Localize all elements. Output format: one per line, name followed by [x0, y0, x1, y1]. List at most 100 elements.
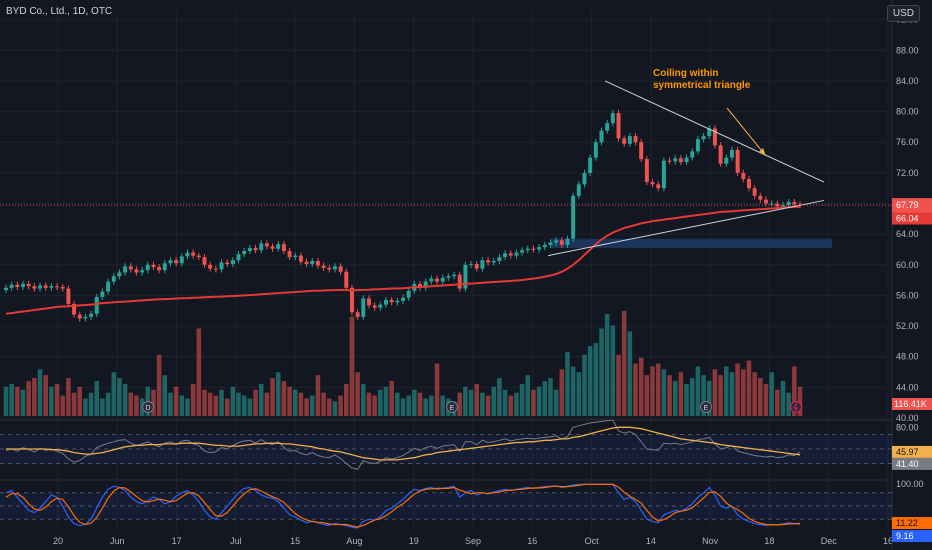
volume-bar	[678, 372, 684, 416]
candle-body	[480, 260, 485, 269]
candle-body	[179, 256, 184, 264]
candle	[729, 146, 734, 161]
candle-body	[707, 128, 712, 137]
candle-body	[684, 157, 689, 163]
volume-bar	[519, 383, 525, 416]
candle	[724, 154, 729, 167]
candle	[384, 296, 388, 308]
volume-bar	[548, 378, 553, 416]
volume-bar	[638, 357, 644, 416]
candle	[542, 241, 547, 251]
candle	[446, 273, 451, 281]
event-marker-letter: E	[704, 405, 709, 412]
volume-bar	[134, 395, 139, 416]
candle	[491, 257, 496, 266]
rsi-ma-value-tag	[892, 457, 932, 470]
rsi-ma-line	[6, 426, 801, 461]
candle	[83, 313, 88, 322]
volume-bar	[321, 392, 326, 416]
candle-body	[157, 267, 162, 271]
candle	[480, 257, 485, 272]
candle	[259, 240, 264, 254]
volume-bar	[196, 328, 202, 416]
candle-body	[650, 182, 655, 185]
volume-bar	[724, 366, 729, 416]
candle-body	[542, 244, 547, 248]
candle-body	[435, 278, 440, 282]
candle	[656, 181, 661, 192]
candle-body	[219, 262, 224, 270]
candle	[304, 258, 309, 268]
volume-bar	[202, 389, 207, 416]
volume-bar	[502, 389, 508, 416]
volume-bar	[752, 372, 757, 416]
candle-body	[230, 260, 235, 265]
candle-body	[559, 240, 564, 245]
volume-bar	[792, 366, 797, 416]
candle	[559, 237, 564, 248]
candle-body	[503, 253, 508, 258]
volume-bar	[338, 395, 343, 416]
candle-body	[746, 178, 751, 189]
candle-body	[202, 257, 207, 265]
moving-average-line	[5, 205, 801, 315]
candle	[276, 241, 281, 252]
volume-bar	[287, 386, 292, 416]
rsi-axis-label: 80.00	[896, 422, 919, 432]
candle-body	[72, 303, 77, 315]
volume-bar	[412, 389, 417, 416]
volume-bar	[185, 398, 190, 416]
annotation-arrowhead	[759, 148, 766, 156]
candle	[429, 275, 434, 285]
price-axis-label: 76.00	[896, 137, 919, 147]
volume-bar	[746, 360, 752, 416]
rsi-band	[0, 434, 892, 464]
price-axis-label: 64.00	[896, 229, 919, 239]
candle	[315, 257, 320, 269]
candle-body	[162, 263, 167, 271]
candle-body	[667, 160, 672, 162]
candle	[145, 261, 150, 274]
volume-bar	[565, 351, 570, 416]
volume-bar	[3, 386, 9, 416]
candle	[361, 295, 366, 320]
candle	[157, 264, 162, 274]
candle-body	[486, 260, 491, 263]
candle-body	[678, 158, 683, 163]
candle-body	[395, 300, 400, 303]
candle	[77, 311, 82, 322]
volume-bar	[71, 392, 77, 416]
volume-bar	[100, 398, 105, 416]
candle-body	[622, 138, 627, 144]
candle	[15, 281, 20, 291]
candle-body	[491, 260, 496, 263]
candle	[355, 309, 360, 320]
candle	[457, 271, 462, 292]
candle	[236, 251, 241, 264]
volume-bar	[83, 398, 88, 416]
symbol-header[interactable]: BYD Co., Ltd., 1D, OTC	[6, 6, 113, 17]
annotation-line-2: symmetrical triangle	[653, 80, 751, 91]
candle	[565, 235, 570, 248]
volume-bar	[712, 369, 718, 416]
candle-body	[639, 142, 644, 160]
candle-body	[656, 184, 661, 189]
volume-bar	[37, 369, 43, 416]
candle	[247, 244, 252, 255]
candle-body	[729, 149, 734, 158]
candle	[179, 253, 184, 267]
candle-body	[463, 264, 468, 289]
candle	[746, 175, 751, 192]
candle	[571, 192, 576, 242]
candle-body	[264, 243, 269, 247]
volume-bar	[241, 395, 247, 416]
volume-bar	[247, 398, 253, 416]
volume-bar	[514, 392, 519, 416]
candle-body	[55, 286, 60, 288]
candle	[622, 135, 627, 147]
volume-bar	[769, 372, 774, 416]
candle-body	[4, 287, 8, 291]
currency-button[interactable]: USD	[886, 5, 920, 22]
price-axis-label: 88.00	[896, 45, 919, 55]
